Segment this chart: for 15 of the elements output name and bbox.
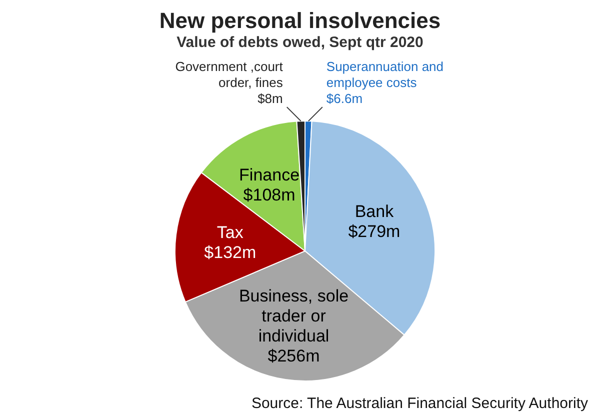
slice-label: Superannuation and employee costs bbox=[326, 59, 444, 90]
slice-label: Government ,court order, fines bbox=[175, 59, 284, 90]
slice-label: Bank bbox=[354, 202, 394, 222]
data-label: $8m bbox=[258, 91, 283, 106]
data-label: $132m bbox=[204, 242, 256, 262]
chart-title: New personal insolvencies bbox=[158, 8, 442, 34]
slice-label: Tax bbox=[216, 222, 244, 242]
source-note: Source: The Australian Financial Security Authority bbox=[251, 395, 588, 412]
data-label: $108m bbox=[243, 186, 296, 205]
slice-label: Business, sole trader or individual bbox=[238, 286, 349, 346]
data-label: $279m bbox=[348, 222, 400, 242]
chart-subtitle: Value of debts owed, Sept qtr 2020 bbox=[176, 34, 424, 51]
slice-label: Finance bbox=[239, 166, 300, 185]
data-label: $6.6m bbox=[326, 91, 363, 106]
data-label: $256m bbox=[268, 346, 320, 366]
